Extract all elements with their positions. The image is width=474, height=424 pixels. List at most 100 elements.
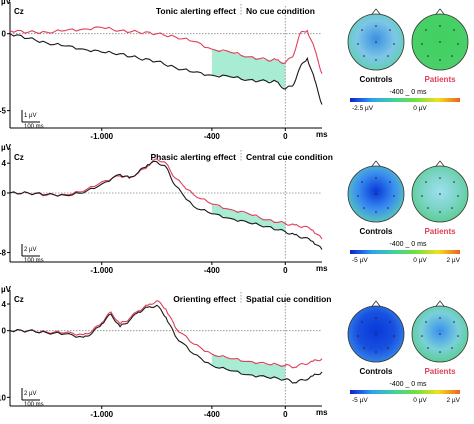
x-tick-label: -400 [204, 266, 221, 275]
scale-max-label: 2 µV [446, 397, 460, 404]
electrode-dot [389, 181, 391, 183]
condition-label: Central cue condition [246, 152, 333, 162]
electrode-dot [361, 29, 363, 31]
x-tick-label: 0 [283, 266, 288, 275]
group-label: Controls [360, 227, 393, 236]
time-window-label: -400 _ 0 ms [390, 241, 427, 248]
condition-label: Spatial cue condition [246, 294, 331, 304]
series-patients [9, 158, 323, 240]
electrode-dot [439, 351, 441, 353]
x-tick-label: -1.000 [90, 266, 113, 275]
x-unit-label: ms [316, 130, 328, 139]
electrode-dot [427, 207, 429, 209]
y-tick-label: 4 [2, 159, 7, 168]
electrode-dot [375, 59, 377, 61]
color-scale [350, 390, 460, 394]
scalebar-time-label: 100 ms [24, 402, 44, 408]
scale-max-label: 2 µV [446, 257, 460, 264]
y-tick-label: -8 [0, 249, 7, 258]
scale-mid-label: 0 µV [413, 105, 427, 112]
electrode-dot [375, 211, 377, 213]
electrode-dot [425, 321, 427, 323]
scalebar-time-label: 100 ms [24, 124, 44, 130]
scale-mid-label: 0 µV [413, 397, 427, 404]
x-tick-label: 0 [283, 132, 288, 140]
electrode-dot [387, 207, 389, 209]
electrode-dot [439, 25, 441, 27]
nose-icon [435, 160, 445, 167]
effect-title: Orienting effect [173, 294, 236, 304]
electrode-dot [389, 29, 391, 31]
electrode-dot [393, 195, 395, 197]
electrode-dot [451, 207, 453, 209]
electrode-dot [453, 29, 455, 31]
series-controls [9, 160, 323, 250]
electrode-dot [375, 333, 377, 335]
electrode-dot [375, 351, 377, 353]
electrode-dot [451, 55, 453, 57]
x-tick-label: -400 [204, 410, 221, 419]
time-window-label: -400 _ 0 ms [390, 381, 427, 388]
electrode-dot [451, 347, 453, 349]
y-tick-label: 0 [2, 189, 7, 198]
series-controls [9, 304, 323, 384]
scalebar-time-label: 100 ms [24, 258, 44, 264]
x-unit-label: ms [316, 408, 328, 417]
channel-label: Cz [14, 295, 24, 304]
topo-maps: Controls Patients -400 _ 0 ms -5 µV 0 µV 2 µV [347, 300, 469, 404]
series-patients [9, 26, 323, 74]
electrode-dot [393, 335, 395, 337]
scale-min-label: -2.5 µV [352, 105, 374, 112]
y-tick-label: 0 [2, 30, 7, 39]
electrode-dot [421, 335, 423, 337]
electrode-dot [375, 177, 377, 179]
y-unit-label: µV [1, 143, 12, 152]
electrode-dot [439, 59, 441, 61]
electrode-dot [453, 181, 455, 183]
electrode-dot [421, 195, 423, 197]
electrode-dot [375, 41, 377, 43]
electrode-dot [427, 347, 429, 349]
electrode-dot [457, 43, 459, 45]
electrode-dot [421, 43, 423, 45]
scale-min-label: -5 µV [352, 257, 368, 264]
electrode-dot [363, 207, 365, 209]
electrode-dot [357, 335, 359, 337]
nose-icon [435, 300, 445, 307]
electrode-dot [439, 211, 441, 213]
series-patients [9, 300, 323, 369]
electrode-dot [427, 55, 429, 57]
x-tick-label: 0 [283, 410, 288, 419]
x-tick-label: -400 [204, 132, 221, 140]
y-tick-label: 4 [2, 300, 7, 309]
group-label: Patients [424, 227, 456, 236]
x-tick-label: -1.000 [90, 410, 113, 419]
electrode-dot [363, 55, 365, 57]
color-scale [350, 250, 460, 254]
nose-icon [371, 8, 381, 15]
highlight-window [211, 354, 286, 380]
group-label: Controls [360, 367, 393, 376]
time-window-label: -400 _ 0 ms [390, 89, 427, 96]
nose-icon [435, 8, 445, 15]
highlight-window [211, 204, 286, 232]
electrode-dot [393, 43, 395, 45]
channel-label: Cz [14, 7, 24, 16]
nose-icon [371, 300, 381, 307]
series-controls [9, 33, 323, 105]
electrode-dot [375, 193, 377, 195]
topo-maps: Controls Patients -400 _ 0 ms -5 µV 0 µV 2 µV [347, 160, 469, 264]
electrode-dot [375, 317, 377, 319]
electrode-dot [439, 193, 441, 195]
electrode-dot [439, 317, 441, 319]
color-scale [350, 98, 460, 102]
effect-title: Phasic alerting effect [150, 152, 236, 162]
scale-min-label: -5 µV [352, 397, 368, 404]
y-unit-label: µV [1, 285, 12, 294]
group-label: Controls [360, 75, 393, 84]
nose-icon [371, 160, 381, 167]
